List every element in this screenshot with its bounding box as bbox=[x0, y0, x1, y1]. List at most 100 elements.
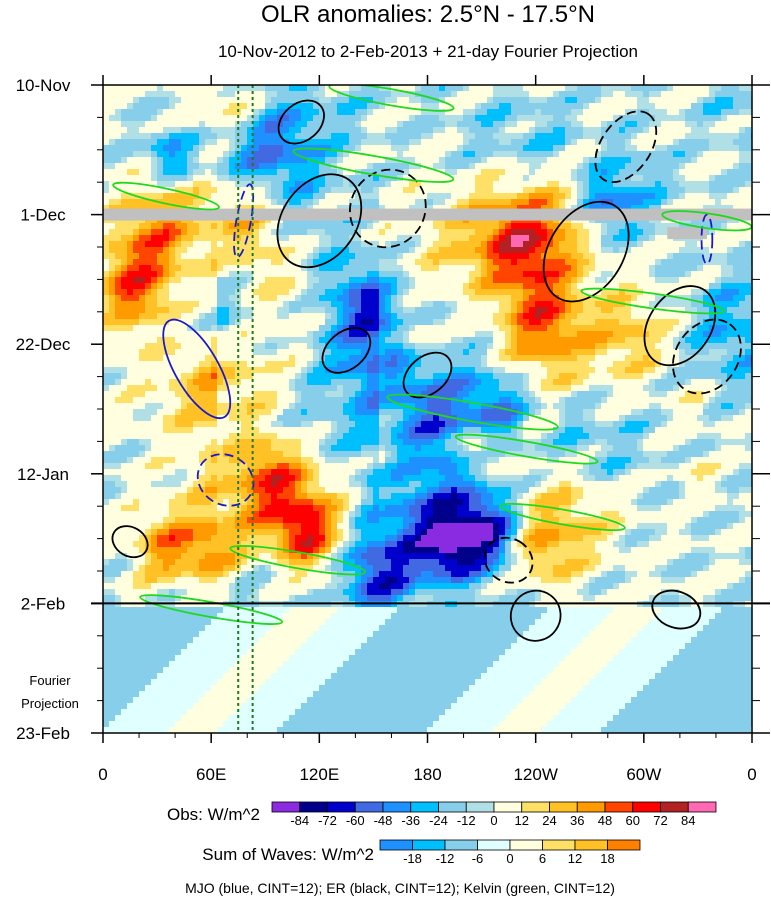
field-cell bbox=[223, 199, 230, 206]
field-cell bbox=[445, 247, 452, 254]
field-cell bbox=[109, 175, 116, 182]
field-cell bbox=[733, 91, 740, 98]
field-cell bbox=[151, 259, 158, 266]
field-cell bbox=[427, 313, 434, 320]
field-cell bbox=[163, 85, 170, 92]
field-cell bbox=[493, 97, 500, 104]
field-cell bbox=[127, 295, 134, 302]
field-cell bbox=[661, 247, 668, 254]
field-cell bbox=[121, 235, 128, 242]
field-cell bbox=[121, 193, 128, 200]
field-cell bbox=[217, 145, 224, 152]
field-cell bbox=[385, 337, 392, 344]
field-cell bbox=[667, 199, 674, 206]
field-cell bbox=[481, 199, 488, 206]
field-cell bbox=[709, 277, 716, 284]
field-cell bbox=[643, 235, 650, 242]
field-cell bbox=[289, 223, 296, 230]
field-cell bbox=[643, 103, 650, 110]
field-cell bbox=[109, 265, 116, 272]
field-cell bbox=[451, 157, 458, 164]
field-cell bbox=[193, 331, 200, 338]
field-cell bbox=[595, 229, 602, 236]
field-cell bbox=[133, 97, 140, 104]
field-cell bbox=[283, 355, 290, 362]
field-cell bbox=[457, 289, 464, 296]
field-cell bbox=[277, 349, 284, 356]
field-cell bbox=[313, 139, 320, 146]
field-cell bbox=[511, 205, 518, 212]
field-cell bbox=[619, 313, 626, 320]
field-cell bbox=[397, 241, 404, 248]
field-cell bbox=[499, 289, 506, 296]
field-cell bbox=[313, 157, 320, 164]
field-cell bbox=[685, 193, 692, 200]
field-cell bbox=[523, 313, 530, 320]
field-cell bbox=[193, 349, 200, 356]
field-cell bbox=[571, 295, 578, 302]
field-cell bbox=[475, 349, 482, 356]
field-cell bbox=[469, 241, 476, 248]
field-cell bbox=[145, 223, 152, 230]
field-cell bbox=[529, 355, 536, 362]
field-cell bbox=[319, 277, 326, 284]
field-cell bbox=[391, 199, 398, 206]
field-cell bbox=[433, 343, 440, 350]
field-cell bbox=[133, 223, 140, 230]
field-cell bbox=[121, 91, 128, 98]
field-cell bbox=[133, 247, 140, 254]
field-cell bbox=[121, 169, 128, 176]
field-cell bbox=[715, 163, 722, 170]
field-cell bbox=[337, 109, 344, 116]
field-cell bbox=[271, 205, 278, 212]
field-cell bbox=[607, 325, 614, 332]
field-cell bbox=[169, 259, 176, 266]
field-cell bbox=[319, 151, 326, 158]
field-cell bbox=[265, 277, 272, 284]
field-cell bbox=[697, 265, 704, 272]
field-cell bbox=[673, 301, 680, 308]
field-cell bbox=[331, 265, 338, 272]
field-cell bbox=[643, 259, 650, 266]
field-cell bbox=[691, 151, 698, 158]
field-cell bbox=[559, 97, 566, 104]
field-cell bbox=[703, 277, 710, 284]
field-cell bbox=[115, 283, 122, 290]
field-cell bbox=[577, 157, 584, 164]
field-cell bbox=[547, 85, 554, 92]
field-cell bbox=[367, 295, 374, 302]
field-cell bbox=[289, 163, 296, 170]
field-cell bbox=[121, 247, 128, 254]
field-cell bbox=[733, 169, 740, 176]
field-cell bbox=[295, 139, 302, 146]
field-cell bbox=[349, 247, 356, 254]
field-cell bbox=[667, 313, 674, 320]
field-cell bbox=[577, 97, 584, 104]
field-cell bbox=[373, 97, 380, 104]
field-cell bbox=[727, 223, 734, 230]
field-cell bbox=[565, 85, 572, 92]
field-cell bbox=[295, 127, 302, 134]
field-cell bbox=[271, 85, 278, 92]
field-cell bbox=[673, 103, 680, 110]
field-cell bbox=[475, 331, 482, 338]
field-cell bbox=[487, 283, 494, 290]
field-cell bbox=[703, 139, 710, 146]
field-cell bbox=[745, 283, 752, 290]
field-cell bbox=[229, 151, 236, 158]
field-cell bbox=[139, 229, 146, 236]
field-cell bbox=[205, 253, 212, 260]
field-cell bbox=[241, 325, 248, 332]
field-cell bbox=[679, 175, 686, 182]
field-cell bbox=[679, 319, 686, 326]
field-cell bbox=[565, 277, 572, 284]
field-cell bbox=[157, 253, 164, 260]
field-cell bbox=[685, 271, 692, 278]
field-cell bbox=[511, 235, 518, 242]
field-cell bbox=[529, 235, 536, 242]
field-cell bbox=[409, 163, 416, 170]
field-cell bbox=[355, 205, 362, 212]
field-cell bbox=[193, 109, 200, 116]
field-cell bbox=[457, 295, 464, 302]
field-cell bbox=[457, 241, 464, 248]
